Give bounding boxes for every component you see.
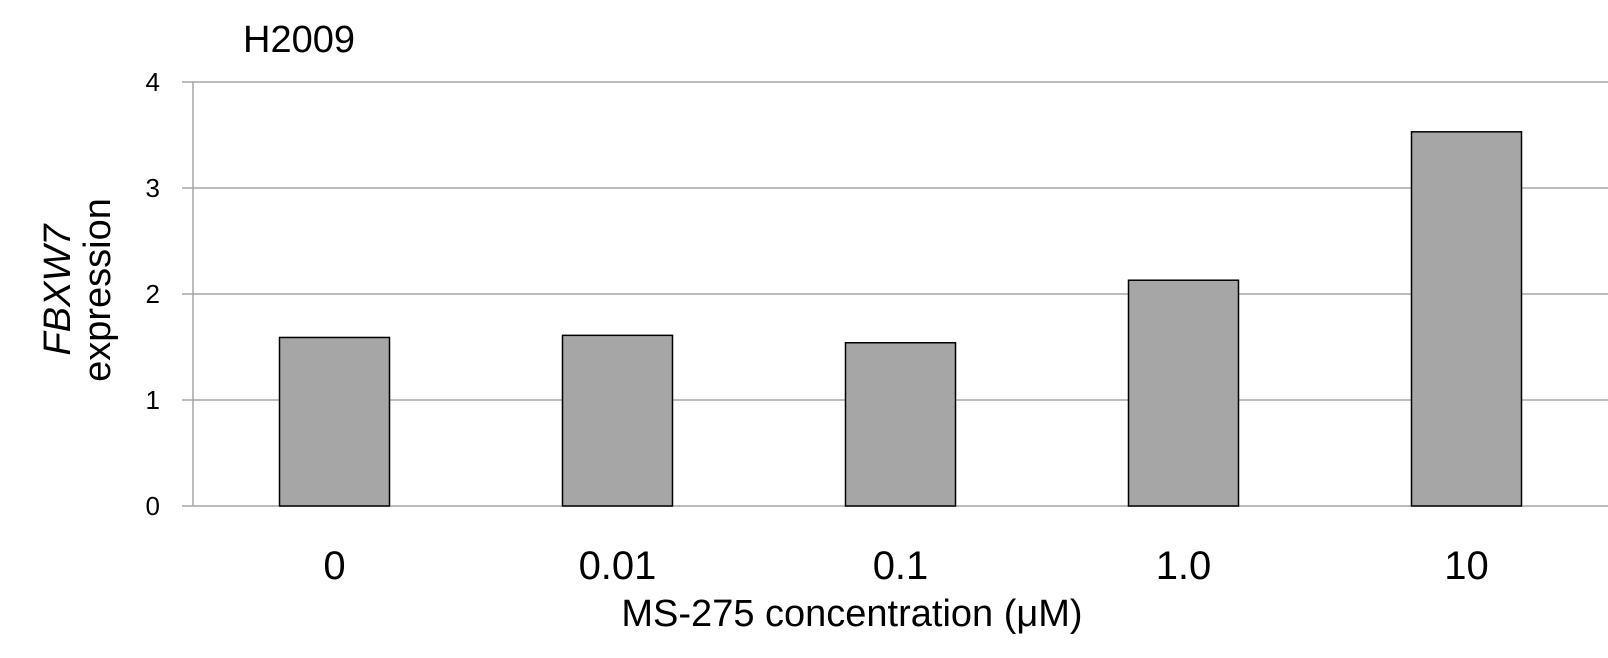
bar (561, 334, 674, 507)
y-tick-label: 3 (146, 173, 160, 203)
gridlines (182, 81, 1608, 507)
y-axis-label-italic: FBXW7 (37, 223, 79, 356)
x-tick-label: 10 (1444, 544, 1489, 588)
x-tick-label: 1.0 (1156, 544, 1212, 588)
bars (278, 131, 1523, 507)
bar (1410, 131, 1523, 507)
x-tick-label: 0.01 (579, 544, 657, 588)
bar (844, 342, 957, 507)
y-tick-label: 1 (146, 385, 160, 415)
x-axis-ticks: 0 0.01 0.1 1.0 10 (323, 544, 1488, 588)
y-axis-title: FBXW7 expression (37, 198, 119, 382)
x-tick-label: 0 (323, 544, 345, 588)
y-axis-ticks: 0 1 2 3 4 (146, 67, 160, 521)
x-tick-label: 0.1 (873, 544, 929, 588)
y-tick-label: 2 (146, 279, 160, 309)
x-axis-label: MS-275 concentration (μM) (621, 593, 1082, 635)
chart-title: H2009 (243, 19, 355, 61)
y-tick-label: 0 (146, 491, 160, 521)
y-tick-label: 4 (146, 67, 160, 97)
bar (1127, 279, 1240, 507)
y-axis-label: expression (77, 198, 119, 382)
bar (278, 336, 391, 507)
